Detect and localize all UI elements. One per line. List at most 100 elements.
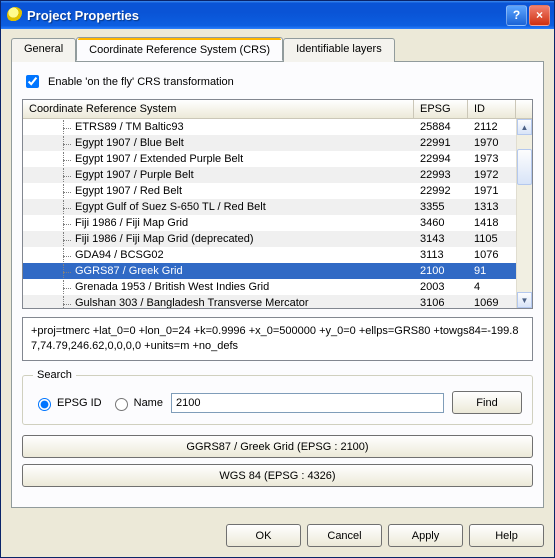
cell-id: 1069: [468, 296, 516, 308]
cell-crs: Fiji 1986 / Fiji Map Grid: [23, 216, 414, 230]
table-row[interactable]: GGRS87 / Greek Grid210091: [23, 263, 516, 279]
table-body-wrap: ETRS89 / TM Baltic93258842112Egypt 1907 …: [23, 119, 532, 308]
apply-button[interactable]: Apply: [388, 524, 463, 547]
cell-id: 1418: [468, 216, 516, 230]
crs-table: Coordinate Reference System EPSG ID ETRS…: [22, 99, 533, 309]
cell-crs: Egypt 1907 / Purple Belt: [23, 168, 414, 182]
search-fieldset: Search EPSG ID Name Find: [22, 369, 533, 425]
cell-crs: Egypt 1907 / Extended Purple Belt: [23, 152, 414, 166]
otf-checkbox[interactable]: [26, 75, 39, 88]
table-row[interactable]: GDA94 / BCSG0231131076: [23, 247, 516, 263]
cell-epsg: 3113: [414, 248, 468, 262]
titlebar-help-button[interactable]: ?: [506, 5, 527, 26]
cell-crs: Egypt 1907 / Blue Belt: [23, 136, 414, 150]
cell-epsg: 3143: [414, 232, 468, 246]
table-header-epsg[interactable]: EPSG: [414, 100, 468, 118]
cell-id: 1313: [468, 200, 516, 214]
radio-name-label: Name: [134, 397, 163, 409]
cell-id: 2112: [468, 120, 516, 134]
table-row[interactable]: Egypt 1907 / Blue Belt229911970: [23, 135, 516, 151]
window-title: Project Properties: [27, 8, 504, 23]
cell-id: 1105: [468, 232, 516, 246]
tab-active-indicator: [78, 38, 281, 40]
ok-button[interactable]: OK: [226, 524, 301, 547]
titlebar: Project Properties ? ×: [1, 1, 554, 29]
scroll-thumb[interactable]: [517, 149, 532, 185]
cell-id: 1971: [468, 184, 516, 198]
table-header: Coordinate Reference System EPSG ID: [23, 100, 532, 119]
cell-epsg: 22993: [414, 168, 468, 182]
titlebar-close-button[interactable]: ×: [529, 5, 550, 26]
table-header-id[interactable]: ID: [468, 100, 516, 118]
cell-epsg: 2003: [414, 280, 468, 294]
table-header-scroll-spacer: [516, 100, 532, 118]
radio-epsg-label: EPSG ID: [57, 397, 102, 409]
help-button[interactable]: Help: [469, 524, 544, 547]
cell-epsg: 22994: [414, 152, 468, 166]
quick-select-primary[interactable]: GGRS87 / Greek Grid (EPSG : 2100): [22, 435, 533, 458]
table-row[interactable]: Egypt 1907 / Extended Purple Belt2299419…: [23, 151, 516, 167]
cell-crs: GGRS87 / Greek Grid: [23, 264, 414, 278]
table-row[interactable]: Fiji 1986 / Fiji Map Grid34601418: [23, 215, 516, 231]
table-row[interactable]: Grenada 1953 / British West Indies Grid2…: [23, 279, 516, 295]
cell-crs: Egypt Gulf of Suez S-650 TL / Red Belt: [23, 200, 414, 214]
tab-crs[interactable]: Coordinate Reference System (CRS): [76, 37, 283, 61]
cell-epsg: 3460: [414, 216, 468, 230]
cell-crs: ETRS89 / TM Baltic93: [23, 120, 414, 134]
cell-id: 1970: [468, 136, 516, 150]
otf-checkbox-row: Enable 'on the fly' CRS transformation: [22, 72, 533, 91]
quick-select-secondary[interactable]: WGS 84 (EPSG : 4326): [22, 464, 533, 487]
cell-crs: Grenada 1953 / British West Indies Grid: [23, 280, 414, 294]
cancel-button[interactable]: Cancel: [307, 524, 382, 547]
cell-crs: Fiji 1986 / Fiji Map Grid (deprecated): [23, 232, 414, 246]
table-row[interactable]: Egypt 1907 / Purple Belt229931972: [23, 167, 516, 183]
cell-epsg: 22991: [414, 136, 468, 150]
scroll-down-button[interactable]: ▼: [517, 292, 532, 308]
radio-epsg[interactable]: [38, 398, 51, 411]
cell-crs: GDA94 / BCSG02: [23, 248, 414, 262]
search-input[interactable]: [171, 393, 444, 413]
cell-id: 1076: [468, 248, 516, 262]
dialog-window: Project Properties ? × General Coordinat…: [0, 0, 555, 558]
tab-general-label: General: [24, 43, 63, 55]
find-button[interactable]: Find: [452, 391, 522, 414]
quick-select-buttons: GGRS87 / Greek Grid (EPSG : 2100) WGS 84…: [22, 435, 533, 487]
table-header-crs[interactable]: Coordinate Reference System: [23, 100, 414, 118]
cell-id: 1973: [468, 152, 516, 166]
table-body: ETRS89 / TM Baltic93258842112Egypt 1907 …: [23, 119, 516, 308]
cell-id: 1972: [468, 168, 516, 182]
cell-id: 91: [468, 264, 516, 278]
dialog-button-bar: OK Cancel Apply Help: [1, 516, 554, 557]
radio-epsg-wrap[interactable]: EPSG ID: [33, 395, 102, 411]
table-row[interactable]: Gulshan 303 / Bangladesh Transverse Merc…: [23, 295, 516, 308]
radio-name-wrap[interactable]: Name: [110, 395, 163, 411]
table-row[interactable]: Egypt 1907 / Red Belt229921971: [23, 183, 516, 199]
tab-crs-label: Coordinate Reference System (CRS): [89, 44, 270, 56]
table-row[interactable]: Fiji 1986 / Fiji Map Grid (deprecated)31…: [23, 231, 516, 247]
client-area: General Coordinate Reference System (CRS…: [1, 29, 554, 516]
tab-page-crs: Enable 'on the fly' CRS transformation C…: [11, 61, 544, 508]
vertical-scrollbar[interactable]: ▲ ▼: [516, 119, 532, 308]
table-row[interactable]: Egypt Gulf of Suez S-650 TL / Red Belt33…: [23, 199, 516, 215]
cell-epsg: 2100: [414, 264, 468, 278]
cell-epsg: 25884: [414, 120, 468, 134]
search-inner: EPSG ID Name Find: [33, 391, 522, 414]
scroll-track[interactable]: [517, 135, 532, 292]
cell-id: 4: [468, 280, 516, 294]
tab-layers[interactable]: Identifiable layers: [283, 38, 395, 62]
cell-epsg: 22992: [414, 184, 468, 198]
tabstrip: General Coordinate Reference System (CRS…: [11, 37, 544, 61]
otf-checkbox-label: Enable 'on the fly' CRS transformation: [48, 76, 234, 88]
cell-crs: Egypt 1907 / Red Belt: [23, 184, 414, 198]
tab-layers-label: Identifiable layers: [296, 43, 382, 55]
cell-epsg: 3355: [414, 200, 468, 214]
proj4-string-box: +proj=tmerc +lat_0=0 +lon_0=24 +k=0.9996…: [22, 317, 533, 361]
scroll-up-button[interactable]: ▲: [517, 119, 532, 135]
radio-name[interactable]: [115, 398, 128, 411]
cell-crs: Gulshan 303 / Bangladesh Transverse Merc…: [23, 296, 414, 308]
tab-general[interactable]: General: [11, 38, 76, 62]
app-icon: [7, 7, 23, 23]
cell-epsg: 3106: [414, 296, 468, 308]
table-row[interactable]: ETRS89 / TM Baltic93258842112: [23, 119, 516, 135]
search-legend: Search: [33, 369, 76, 381]
